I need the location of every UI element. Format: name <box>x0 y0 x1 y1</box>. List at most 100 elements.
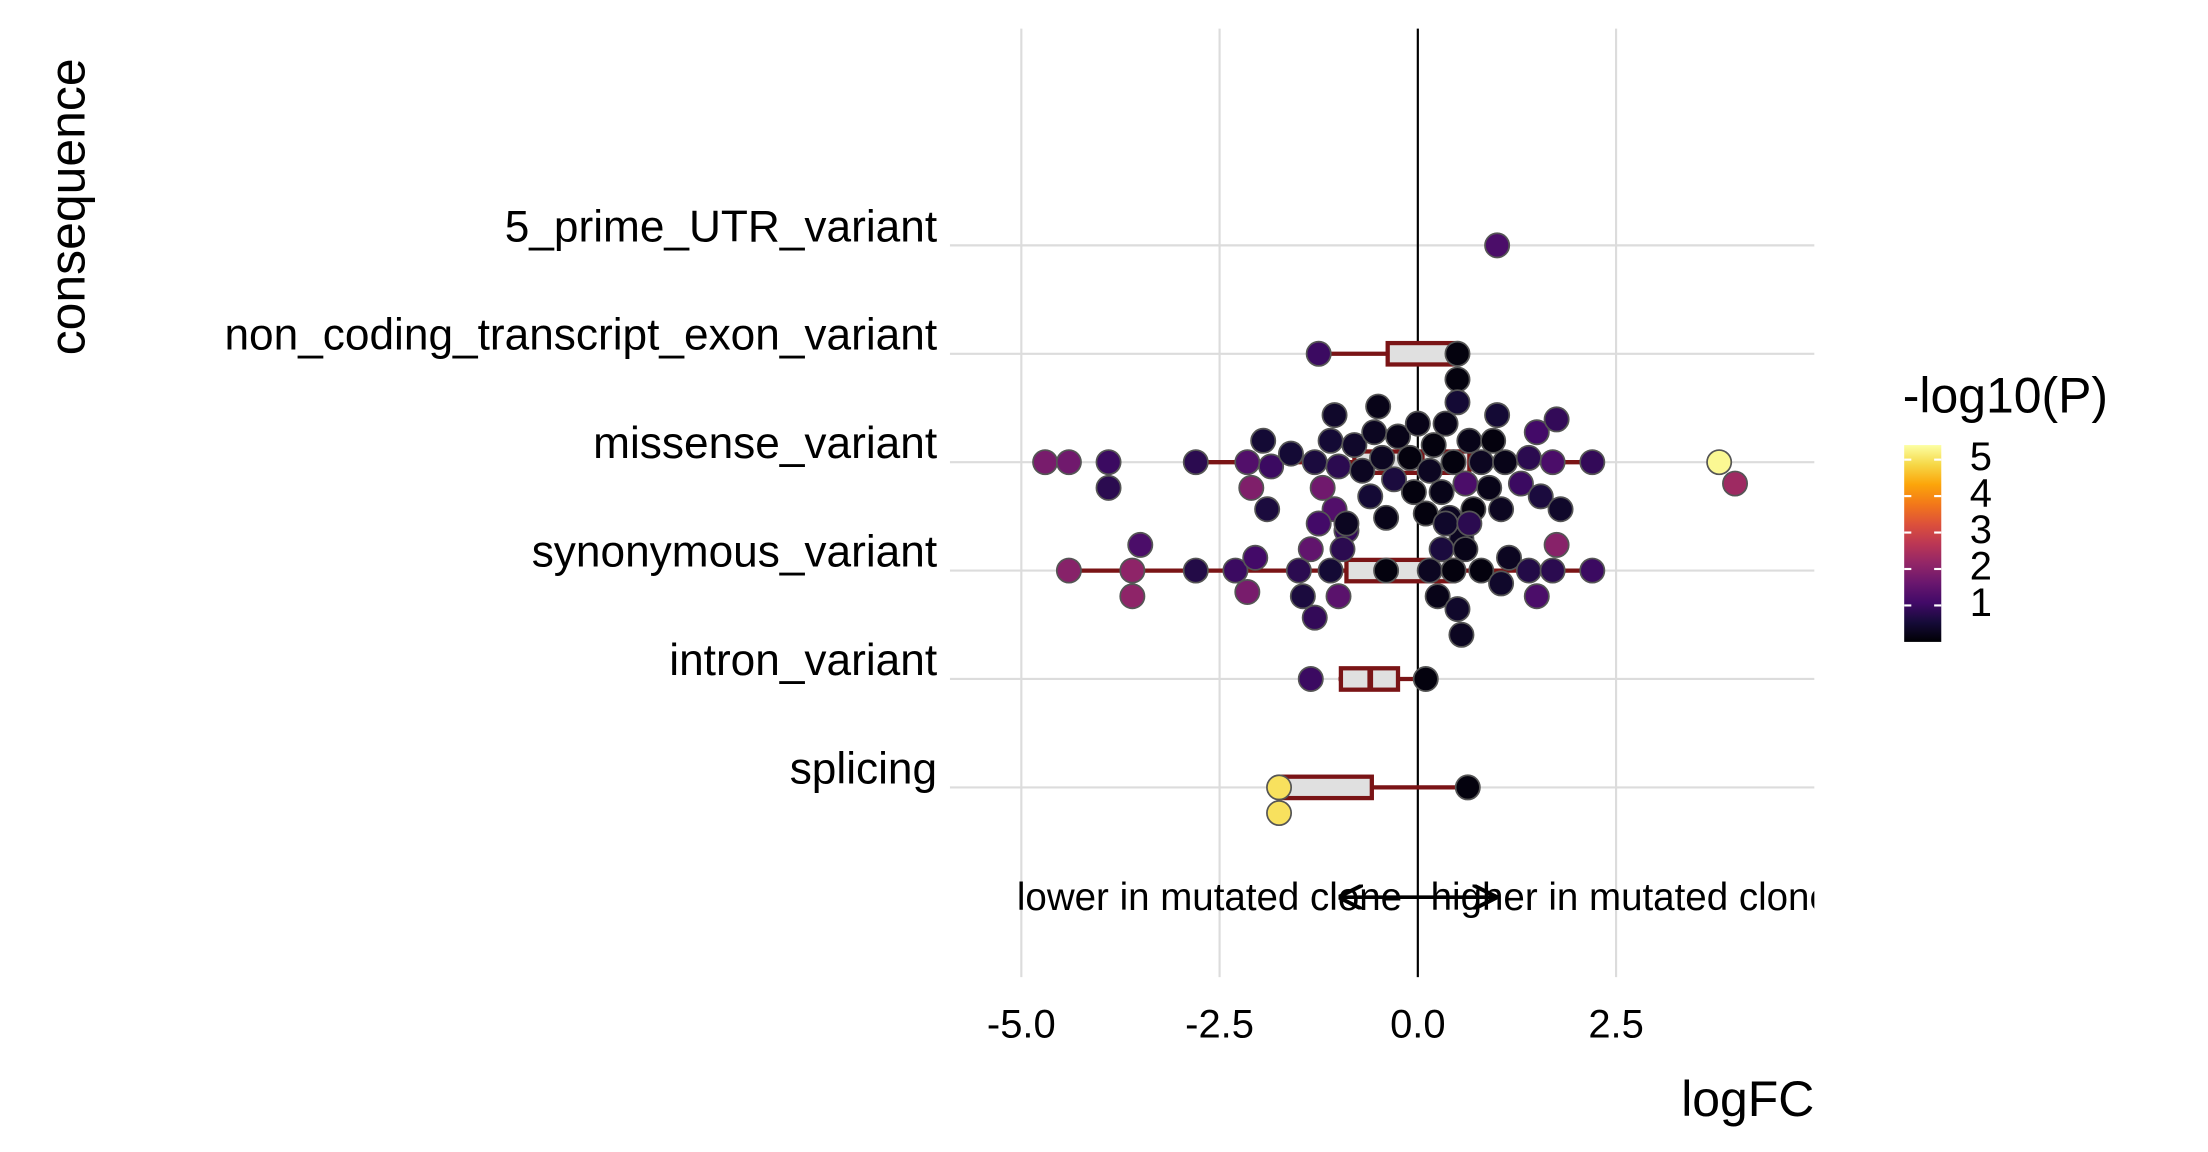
point <box>1032 449 1059 476</box>
point <box>1539 449 1566 476</box>
point <box>1579 557 1606 584</box>
point <box>1317 557 1344 584</box>
point <box>1488 570 1515 597</box>
point <box>1488 496 1515 523</box>
point <box>1416 457 1443 484</box>
point <box>1428 536 1455 563</box>
point <box>1396 444 1423 471</box>
point <box>1456 427 1483 454</box>
point <box>1095 449 1122 476</box>
x-tick-label: -5.0 <box>987 1003 1056 1047</box>
point <box>1432 410 1459 437</box>
point <box>1266 774 1293 801</box>
box <box>1276 774 1374 801</box>
point <box>1341 432 1368 459</box>
point <box>1722 470 1749 497</box>
point <box>1444 340 1471 367</box>
colorbar-label: 4 <box>1970 472 1992 516</box>
y-tick-label: splicing <box>790 744 937 793</box>
point <box>1055 449 1082 476</box>
point <box>1250 427 1277 454</box>
point <box>1361 419 1388 446</box>
point <box>1424 583 1451 610</box>
point <box>1365 393 1392 420</box>
point <box>1543 406 1570 433</box>
point <box>1305 340 1332 367</box>
point <box>1266 800 1293 827</box>
point <box>1258 453 1285 480</box>
point <box>1305 510 1332 537</box>
point <box>1547 496 1574 523</box>
point <box>1412 666 1439 692</box>
point <box>1369 444 1396 471</box>
point <box>1254 496 1281 523</box>
point <box>1285 557 1312 584</box>
point <box>1496 544 1522 571</box>
point <box>1297 536 1324 563</box>
point <box>1373 557 1400 584</box>
point <box>1432 510 1459 537</box>
point <box>1444 389 1471 416</box>
point <box>1234 578 1261 605</box>
point <box>1492 449 1519 476</box>
point <box>1238 474 1265 501</box>
point <box>1420 432 1447 459</box>
point <box>1515 444 1542 471</box>
point <box>1127 531 1154 558</box>
plot-area <box>1032 232 1749 827</box>
point <box>1325 583 1352 610</box>
point <box>1468 449 1495 476</box>
point <box>1385 423 1411 450</box>
point <box>1325 453 1352 480</box>
point <box>1182 557 1209 584</box>
point <box>1523 419 1550 446</box>
x-axis-title: logFC <box>1681 1071 1814 1127</box>
x-tick-label: 2.5 <box>1588 1003 1643 1047</box>
point <box>1523 583 1550 610</box>
point <box>1539 557 1566 584</box>
point <box>1301 604 1328 631</box>
point <box>1373 504 1400 531</box>
legend-title: -log10(P) <box>1903 368 2108 424</box>
point <box>1055 557 1082 584</box>
annotation-left: lower in mutated clone <box>1017 876 1402 919</box>
point <box>1234 449 1261 476</box>
colorbar-label: 5 <box>1970 435 1992 479</box>
grid: -5.0 -2.5 0.0 2.5 5_prime_UTR_variant non_cod… <box>224 28 1815 1047</box>
point <box>1484 232 1511 259</box>
colorbar <box>1904 445 1942 642</box>
point <box>1329 536 1356 563</box>
point <box>1119 557 1146 584</box>
point <box>1182 449 1209 476</box>
point <box>1579 449 1606 476</box>
point <box>1476 474 1503 501</box>
colorbar-label: 2 <box>1970 545 1992 589</box>
point <box>1468 557 1495 584</box>
point <box>1444 366 1471 393</box>
point <box>1222 557 1249 584</box>
point <box>1452 470 1479 497</box>
x-tick-label: 0.0 <box>1390 1003 1446 1047</box>
point <box>1454 774 1481 801</box>
point <box>1321 402 1348 429</box>
point <box>1440 557 1467 584</box>
y-tick-label: synonymous_variant <box>532 528 937 577</box>
point <box>1309 474 1336 501</box>
point <box>1527 483 1554 510</box>
x-tick-label: -2.5 <box>1185 1003 1254 1047</box>
point <box>1444 596 1471 623</box>
point <box>1381 466 1408 493</box>
point <box>1416 557 1443 584</box>
point <box>1119 583 1146 610</box>
point <box>1404 410 1431 437</box>
point <box>1484 402 1511 429</box>
point <box>1357 483 1384 510</box>
point <box>1452 536 1479 563</box>
y-axis-title: consequence <box>40 58 96 355</box>
point <box>1400 479 1427 506</box>
y-tick-label: intron_variant <box>669 636 937 685</box>
y-tick-label: non_coding_transcript_exon_variant <box>224 311 937 360</box>
colorbar-label: 3 <box>1970 508 1992 552</box>
